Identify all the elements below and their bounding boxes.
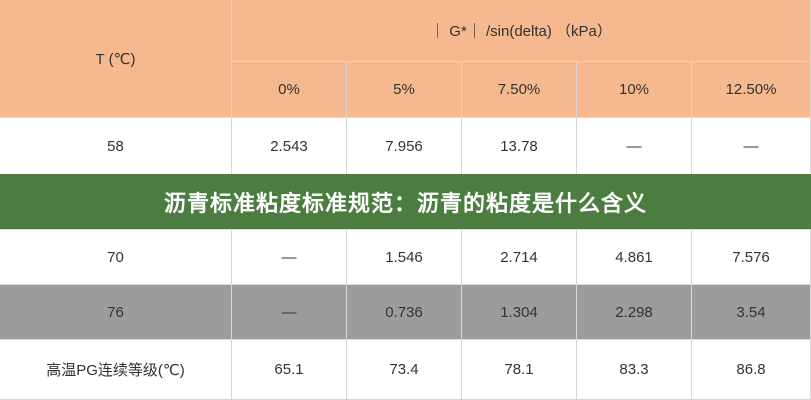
column-header: 5% <box>347 62 462 118</box>
table-cell: 1.304 <box>462 285 577 340</box>
table-cell: — <box>577 118 692 175</box>
table-cell: 13.78 <box>462 118 577 175</box>
row-header: 76 <box>0 285 232 340</box>
column-header: 0% <box>232 62 347 118</box>
corner-header: T (℃) <box>0 0 232 118</box>
table-cell: — <box>692 118 811 175</box>
table-cell: 78.1 <box>462 340 577 400</box>
row-header: 58 <box>0 118 232 175</box>
banner: 沥青标准粘度标准规范：沥青的粘度是什么含义 <box>0 174 811 229</box>
table-cell: 7.956 <box>347 118 462 175</box>
column-header: 10% <box>577 62 692 118</box>
table-cell: 2.714 <box>462 230 577 285</box>
row-header: 高温PG连续等级(℃) <box>0 340 232 400</box>
table-cell: 73.4 <box>347 340 462 400</box>
table-cell: 2.298 <box>577 285 692 340</box>
table-cell: 3.54 <box>692 285 811 340</box>
table-cell: 4.861 <box>577 230 692 285</box>
table-cell: 83.3 <box>577 340 692 400</box>
table-cell: — <box>232 230 347 285</box>
table-cell: 1.546 <box>347 230 462 285</box>
group-header: ｜ G*｜ /sin(delta) （kPa） <box>232 0 811 62</box>
table-cell: 0.736 <box>347 285 462 340</box>
table-cell: 65.1 <box>232 340 347 400</box>
table-cell: 86.8 <box>692 340 811 400</box>
table-cell: — <box>232 285 347 340</box>
table-cell: 2.543 <box>232 118 347 175</box>
row-header: 70 <box>0 230 232 285</box>
column-header: 12.50% <box>692 62 811 118</box>
column-header: 7.50% <box>462 62 577 118</box>
table-cell: 7.576 <box>692 230 811 285</box>
